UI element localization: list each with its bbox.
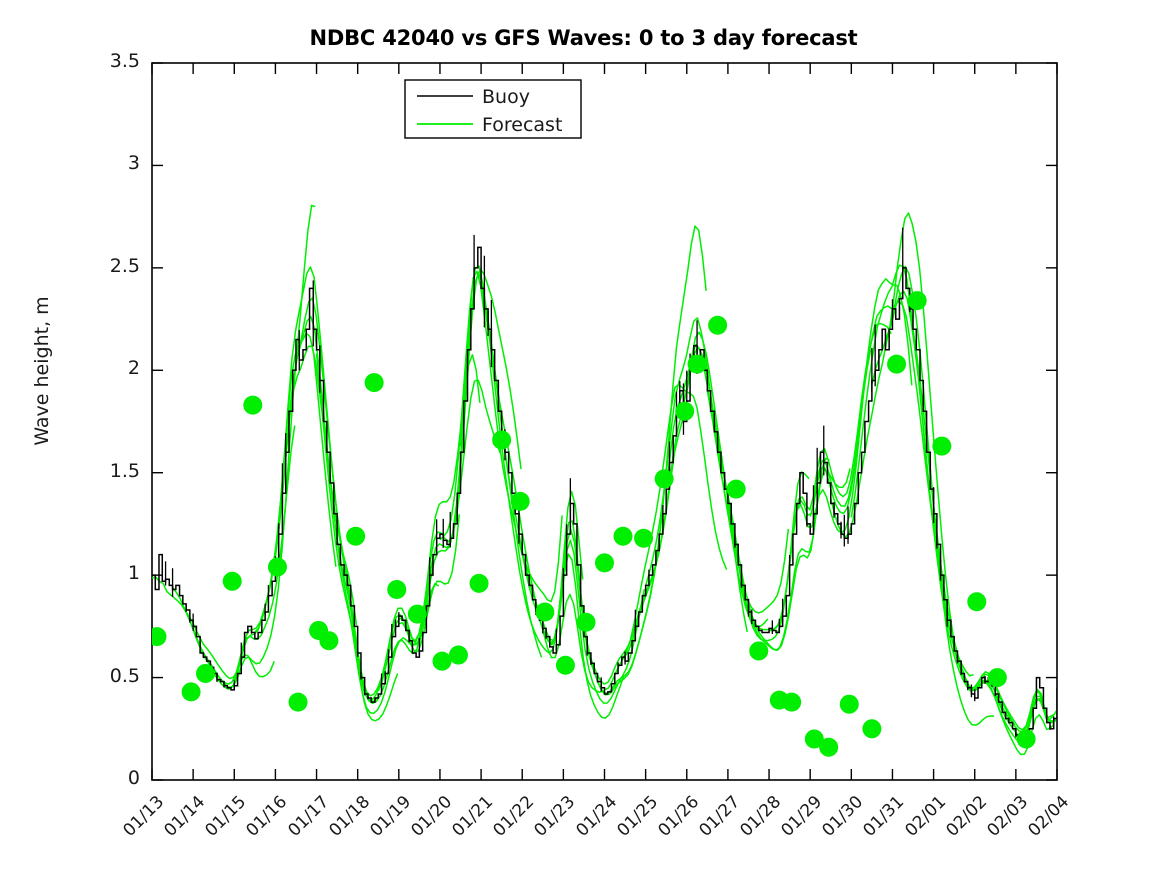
forecast-marker <box>469 573 489 593</box>
forecast-marker <box>595 553 614 573</box>
forecast-marker <box>819 737 839 757</box>
plot-frame <box>151 62 1058 781</box>
forecast-marker <box>687 354 707 374</box>
forecast-marker <box>195 663 215 683</box>
forecast-marker <box>364 373 384 393</box>
x-axis-ticks <box>151 63 1058 780</box>
y-tick-label: 0.5 <box>109 664 140 687</box>
forecast-marker <box>675 401 695 421</box>
forecast-marker <box>932 436 952 456</box>
y-axis-ticks <box>152 62 1057 781</box>
y-tick-label: 0 <box>127 767 140 789</box>
forecast-marker <box>634 528 654 548</box>
forecast-marker <box>448 645 468 665</box>
forecast-marker <box>288 692 308 712</box>
forecast-marker <box>555 655 575 675</box>
buoy-series-line <box>152 227 1057 744</box>
forecast-marker <box>387 579 407 599</box>
forecast-marker <box>887 354 907 374</box>
forecast-marker <box>749 641 769 661</box>
forecast-markers <box>152 291 1036 757</box>
forecast-marker <box>407 604 427 624</box>
y-tick-label: 1.5 <box>109 459 140 482</box>
forecast-marker <box>346 526 366 546</box>
forecast-marker <box>613 526 633 546</box>
forecast-marker <box>654 469 674 489</box>
forecast-marker <box>510 491 530 511</box>
legend[interactable]: Buoy Forecast <box>404 79 582 139</box>
y-tick-label: 2.5 <box>109 254 140 277</box>
forecast-marker <box>782 692 802 712</box>
legend-label-forecast: Forecast <box>482 114 562 136</box>
forecast-marker <box>432 651 452 671</box>
forecast-marker <box>152 627 167 647</box>
forecast-marker <box>181 682 201 702</box>
y-tick-label: 2 <box>127 357 140 380</box>
forecast-marker <box>576 612 596 632</box>
forecast-marker <box>839 694 859 714</box>
forecast-marker <box>319 631 339 651</box>
forecast-marker <box>267 557 287 577</box>
forecast-marker <box>862 719 882 739</box>
forecast-marker <box>907 291 927 311</box>
forecast-marker <box>1016 729 1036 749</box>
forecast-trace <box>1036 695 1056 719</box>
forecast-marker <box>987 668 1007 688</box>
axes-frame <box>151 62 1058 781</box>
forecast-marker <box>243 395 263 415</box>
forecast-marker <box>708 315 728 335</box>
forecast-marker <box>222 571 242 591</box>
forecast-marker <box>967 592 987 612</box>
y-tick-label: 1 <box>127 562 140 585</box>
chart-title: NDBC 42040 vs GFS Waves: 0 to 3 day fore… <box>309 26 858 50</box>
forecast-marker <box>726 479 746 499</box>
forecast-marker <box>804 729 824 749</box>
y-tick-label: 3.5 <box>109 50 140 72</box>
forecast-marker <box>492 430 512 450</box>
forecast-trace <box>233 345 358 682</box>
legend-label-buoy: Buoy <box>482 86 530 108</box>
y-tick-label: 3 <box>127 152 140 175</box>
legend-box <box>404 79 582 139</box>
forecast-marker <box>535 602 555 622</box>
forecast-trace <box>439 270 563 603</box>
